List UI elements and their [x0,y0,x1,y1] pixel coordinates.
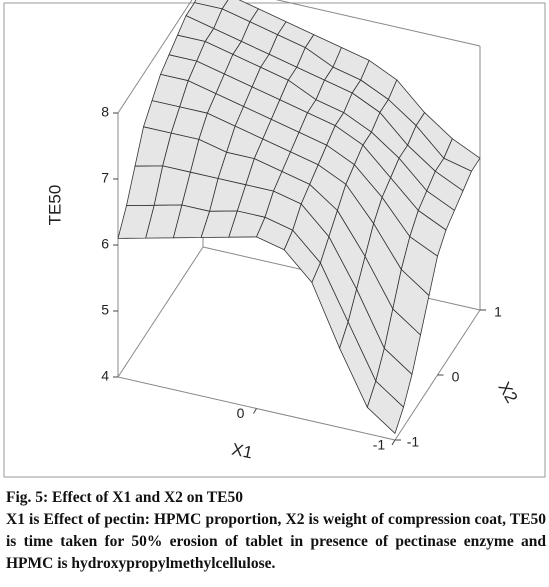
y-axis-label: X2 [494,379,521,407]
x-tick [253,408,257,414]
figure-frame [3,2,546,478]
z-tick-label: 8 [101,104,109,120]
z-tick-label: 4 [101,368,109,384]
y-tick-label: -1 [407,434,420,450]
y-tick-label: 0 [452,369,460,385]
caption-title: Fig. 5: Effect of X1 and X2 on TE50 [6,489,243,506]
box-edge [117,0,193,114]
z-tick-label: 7 [101,170,109,186]
z-tick-label: 5 [101,302,109,318]
caption-text: X1 is Effect of pectin: HPMC proportion,… [6,511,546,572]
z-tick-label: 6 [101,236,109,252]
x-tick [391,439,396,446]
figure: TE50 X1 X2 4 5 6 7 8 -1 0 -1 0 1 [3,0,546,478]
y-tick-label: 1 [494,304,502,320]
box-edge [117,246,204,378]
z-axis-label: TE50 [45,185,64,226]
surface-cell [366,380,404,434]
x-tick-label: -1 [373,437,386,453]
x-tick-label: 0 [237,405,245,421]
box-edge [275,0,481,47]
x-axis-label: X1 [230,440,254,463]
